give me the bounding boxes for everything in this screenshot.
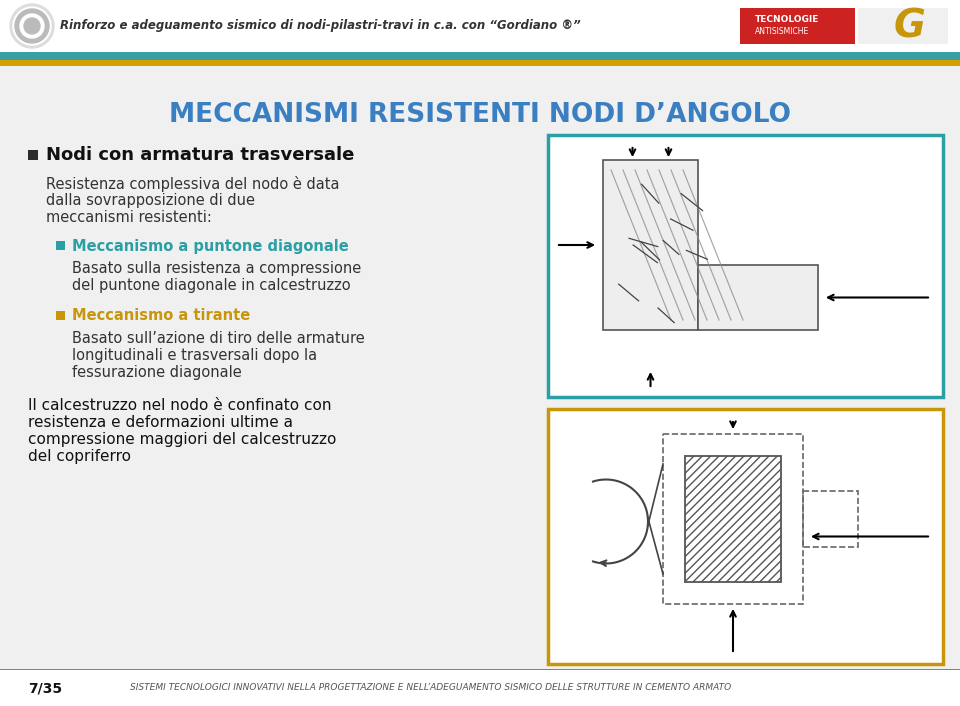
Bar bbox=[740, 8, 855, 44]
Text: TECNOLOGIE: TECNOLOGIE bbox=[755, 15, 820, 24]
Bar bbox=[0, 670, 960, 706]
Bar bbox=[0, 60, 960, 66]
Text: Meccanismo a puntone diagonale: Meccanismo a puntone diagonale bbox=[72, 239, 348, 253]
Text: del copriferro: del copriferro bbox=[28, 449, 131, 464]
Text: ANTISISMICHE: ANTISISMICHE bbox=[755, 27, 809, 36]
Bar bbox=[0, 669, 960, 670]
Bar bbox=[548, 409, 943, 664]
Text: MECCANISMI RESISTENTI NODI D’ANGOLO: MECCANISMI RESISTENTI NODI D’ANGOLO bbox=[169, 102, 791, 128]
Bar bbox=[803, 491, 858, 547]
Text: 7/35: 7/35 bbox=[28, 681, 62, 695]
Text: Rinforzo e adeguamento sismico di nodi-pilastri-travi in c.a. con “Gordiano ®”: Rinforzo e adeguamento sismico di nodi-p… bbox=[60, 20, 581, 32]
Text: meccanismi resistenti:: meccanismi resistenti: bbox=[46, 210, 212, 225]
Bar bbox=[56, 241, 65, 250]
Circle shape bbox=[20, 14, 44, 38]
Bar bbox=[0, 66, 960, 669]
Bar bbox=[698, 265, 818, 330]
Bar bbox=[0, 0, 960, 52]
Bar bbox=[56, 311, 65, 320]
Circle shape bbox=[15, 9, 49, 43]
Bar bbox=[28, 150, 38, 160]
Circle shape bbox=[13, 7, 51, 45]
Text: longitudinali e trasversali dopo la: longitudinali e trasversali dopo la bbox=[72, 348, 317, 363]
Bar bbox=[663, 434, 803, 604]
Text: Nodi con armatura trasversale: Nodi con armatura trasversale bbox=[46, 146, 354, 164]
Text: fessurazione diagonale: fessurazione diagonale bbox=[72, 365, 242, 380]
Text: G: G bbox=[894, 7, 926, 45]
Text: resistenza e deformazioni ultime a: resistenza e deformazioni ultime a bbox=[28, 415, 293, 430]
Text: SISTEMI TECNOLOGICI INNOVATIVI NELLA PROGETTAZIONE E NELL’ADEGUAMENTO SISMICO DE: SISTEMI TECNOLOGICI INNOVATIVI NELLA PRO… bbox=[130, 683, 732, 693]
Text: del puntone diagonale in calcestruzzo: del puntone diagonale in calcestruzzo bbox=[72, 278, 350, 293]
Bar bbox=[603, 160, 698, 330]
Bar bbox=[858, 8, 948, 44]
Circle shape bbox=[24, 18, 40, 34]
Text: Basato sulla resistenza a compressione: Basato sulla resistenza a compressione bbox=[72, 261, 361, 276]
Circle shape bbox=[10, 4, 54, 48]
Bar bbox=[0, 52, 960, 60]
Text: Resistenza complessiva del nodo è data: Resistenza complessiva del nodo è data bbox=[46, 176, 340, 192]
Bar bbox=[548, 135, 943, 397]
Text: dalla sovrapposizione di due: dalla sovrapposizione di due bbox=[46, 193, 255, 208]
Text: compressione maggiori del calcestruzzo: compressione maggiori del calcestruzzo bbox=[28, 432, 336, 447]
Text: Il calcestruzzo nel nodo è confinato con: Il calcestruzzo nel nodo è confinato con bbox=[28, 398, 331, 413]
Text: Meccanismo a tirante: Meccanismo a tirante bbox=[72, 309, 251, 323]
Bar bbox=[685, 456, 781, 582]
Text: Basato sull’azione di tiro delle armature: Basato sull’azione di tiro delle armatur… bbox=[72, 331, 365, 346]
